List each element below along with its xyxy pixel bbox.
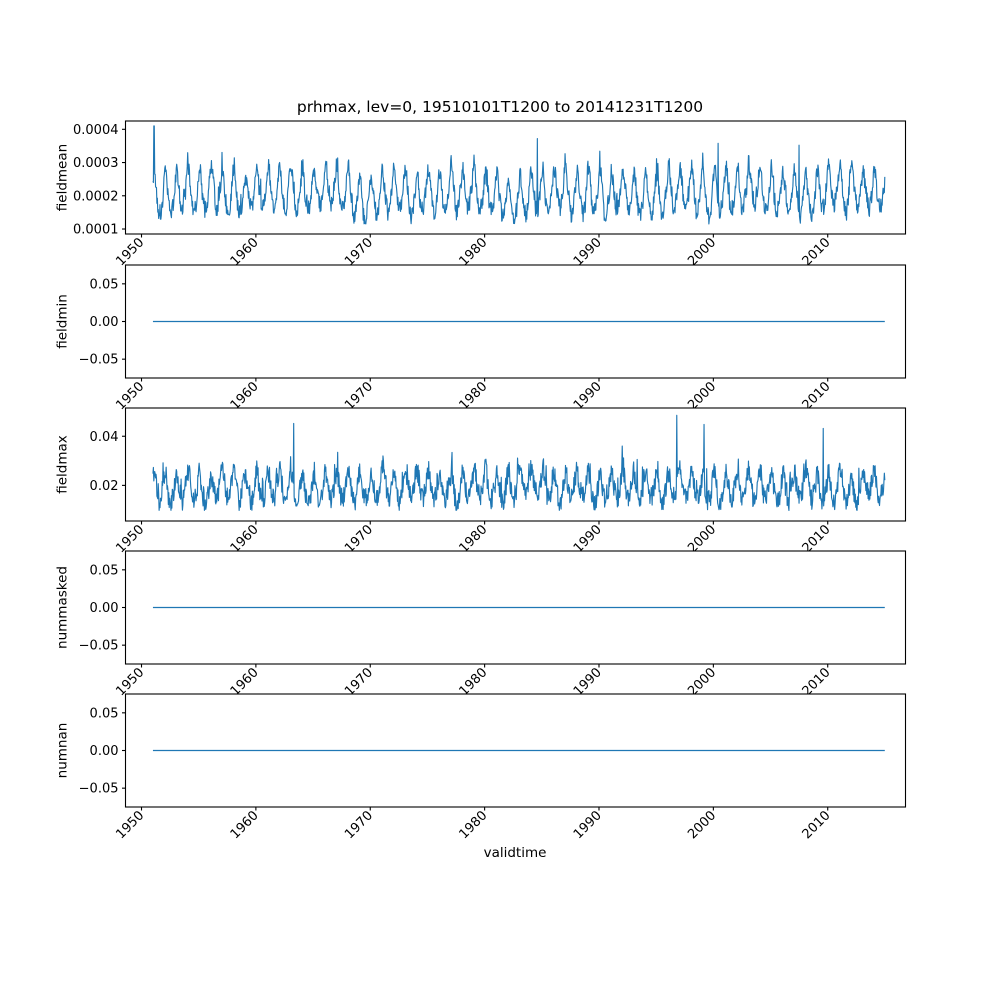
y-tick-label: 0.0004 <box>73 123 119 138</box>
figure-title: prhmax, lev=0, 19510101T1200 to 20141231… <box>297 98 703 116</box>
y-axis-label-fieldmax: fieldmax <box>55 435 71 494</box>
y-tick-label: 0.00 <box>90 315 119 330</box>
series-line-fieldmean <box>152 125 886 225</box>
axes-spines <box>124 120 907 235</box>
y-tick-label: 0.0001 <box>73 223 119 238</box>
y-axis-label-numnan: numnan <box>55 723 71 779</box>
y-axis-label-fieldmean: fieldmean <box>55 144 71 211</box>
y-tick-label: −0.05 <box>79 639 119 654</box>
y-tick-label: 0.05 <box>90 706 119 721</box>
y-axis-label-nummasked: nummasked <box>55 566 71 649</box>
y-tick-label: 0.02 <box>90 479 119 494</box>
series-line-fieldmax <box>152 414 886 512</box>
y-tick-label: 0.0002 <box>73 189 119 204</box>
y-tick-label: −0.05 <box>79 782 119 797</box>
y-tick-label: 0.04 <box>90 430 119 445</box>
y-tick-label: 0.00 <box>90 601 119 616</box>
y-tick-label: 0.05 <box>90 563 119 578</box>
y-tick-label: 0.00 <box>90 744 119 759</box>
plot-area-background <box>125 408 906 521</box>
y-tick-label: −0.05 <box>79 353 119 368</box>
y-tick-label: 0.0003 <box>73 156 119 171</box>
axes-spines <box>124 407 907 522</box>
y-tick-label: 0.05 <box>90 277 119 292</box>
y-axis-label-fieldmin: fieldmin <box>55 294 71 349</box>
x-axis-label: validtime <box>484 845 547 861</box>
